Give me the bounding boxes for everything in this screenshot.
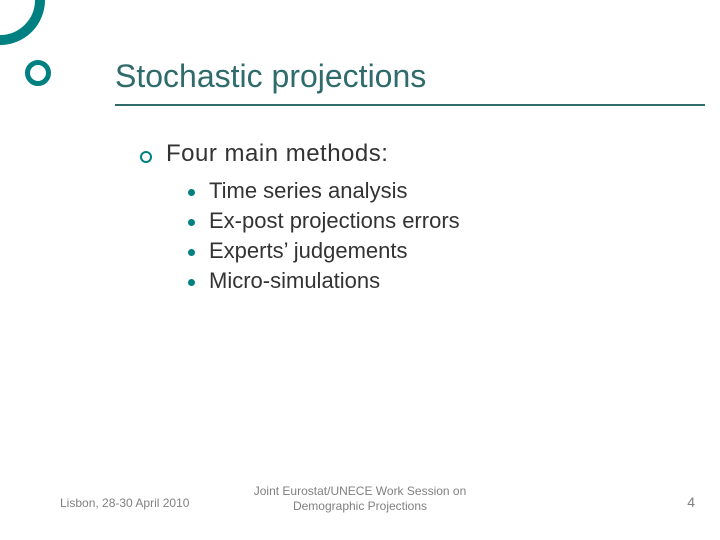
list-item: Micro-simulations — [188, 268, 460, 294]
content-heading: Four main methods: — [166, 140, 388, 168]
bullet-dot-icon — [188, 279, 195, 286]
list-item-text: Ex-post projections errors — [209, 208, 460, 234]
footer-center-line1: Joint Eurostat/UNECE Work Session on — [254, 484, 467, 498]
slide-content: Four main methods: Time series analysis … — [140, 140, 460, 294]
footer-center-line2: Demographic Projections — [293, 499, 427, 513]
list-item: Time series analysis — [188, 178, 460, 204]
list-item-text: Experts’ judgements — [209, 238, 408, 264]
slide-title: Stochastic projections — [115, 58, 426, 95]
bullet-open-circle-icon — [140, 151, 152, 163]
slide: Stochastic projections Four main methods… — [0, 0, 720, 540]
footer-center: Joint Eurostat/UNECE Work Session on Dem… — [0, 484, 720, 515]
bullet-dot-icon — [188, 249, 195, 256]
decor-circle-small — [25, 60, 51, 86]
decor-circle-large — [0, 0, 45, 45]
list-item: Ex-post projections errors — [188, 208, 460, 234]
list-item-text: Time series analysis — [209, 178, 407, 204]
list-item: Experts’ judgements — [188, 238, 460, 264]
bullet-dot-icon — [188, 189, 195, 196]
title-underline — [115, 104, 705, 106]
slide-number: 4 — [687, 494, 695, 510]
content-heading-row: Four main methods: — [140, 140, 460, 168]
bullet-dot-icon — [188, 219, 195, 226]
list-item-text: Micro-simulations — [209, 268, 380, 294]
